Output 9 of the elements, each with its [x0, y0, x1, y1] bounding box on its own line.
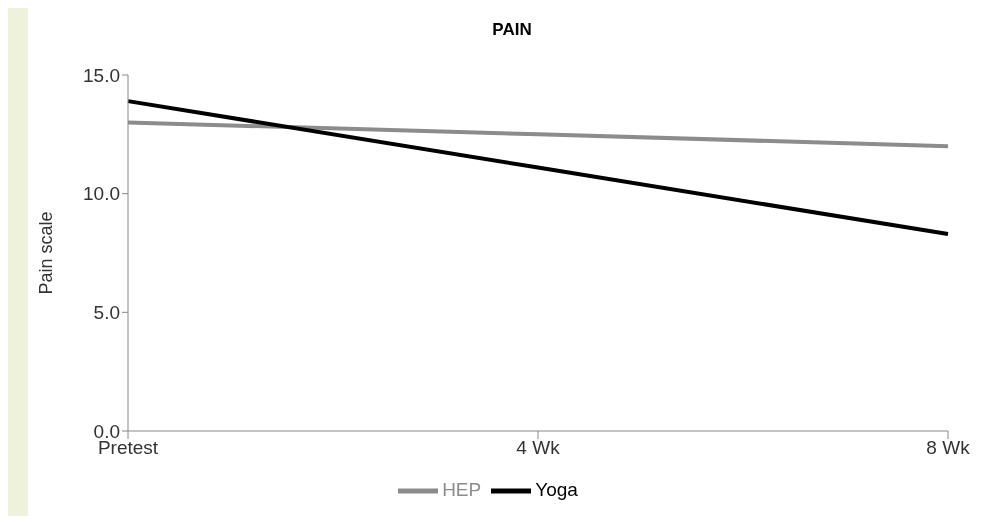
x-tick-label: 8 Wk: [926, 437, 971, 459]
x-tick-label: 4 Wk: [516, 437, 561, 459]
chart-title: PAIN: [491, 19, 533, 41]
y-tick-label: 5.0: [93, 302, 120, 324]
legend-label: HEP: [442, 479, 482, 501]
y-axis-title: Pain scale: [36, 211, 57, 295]
y-tick-label: 10.0: [83, 183, 120, 205]
legend-label: Yoga: [535, 479, 578, 501]
y-tick-label: 15.0: [83, 64, 120, 86]
